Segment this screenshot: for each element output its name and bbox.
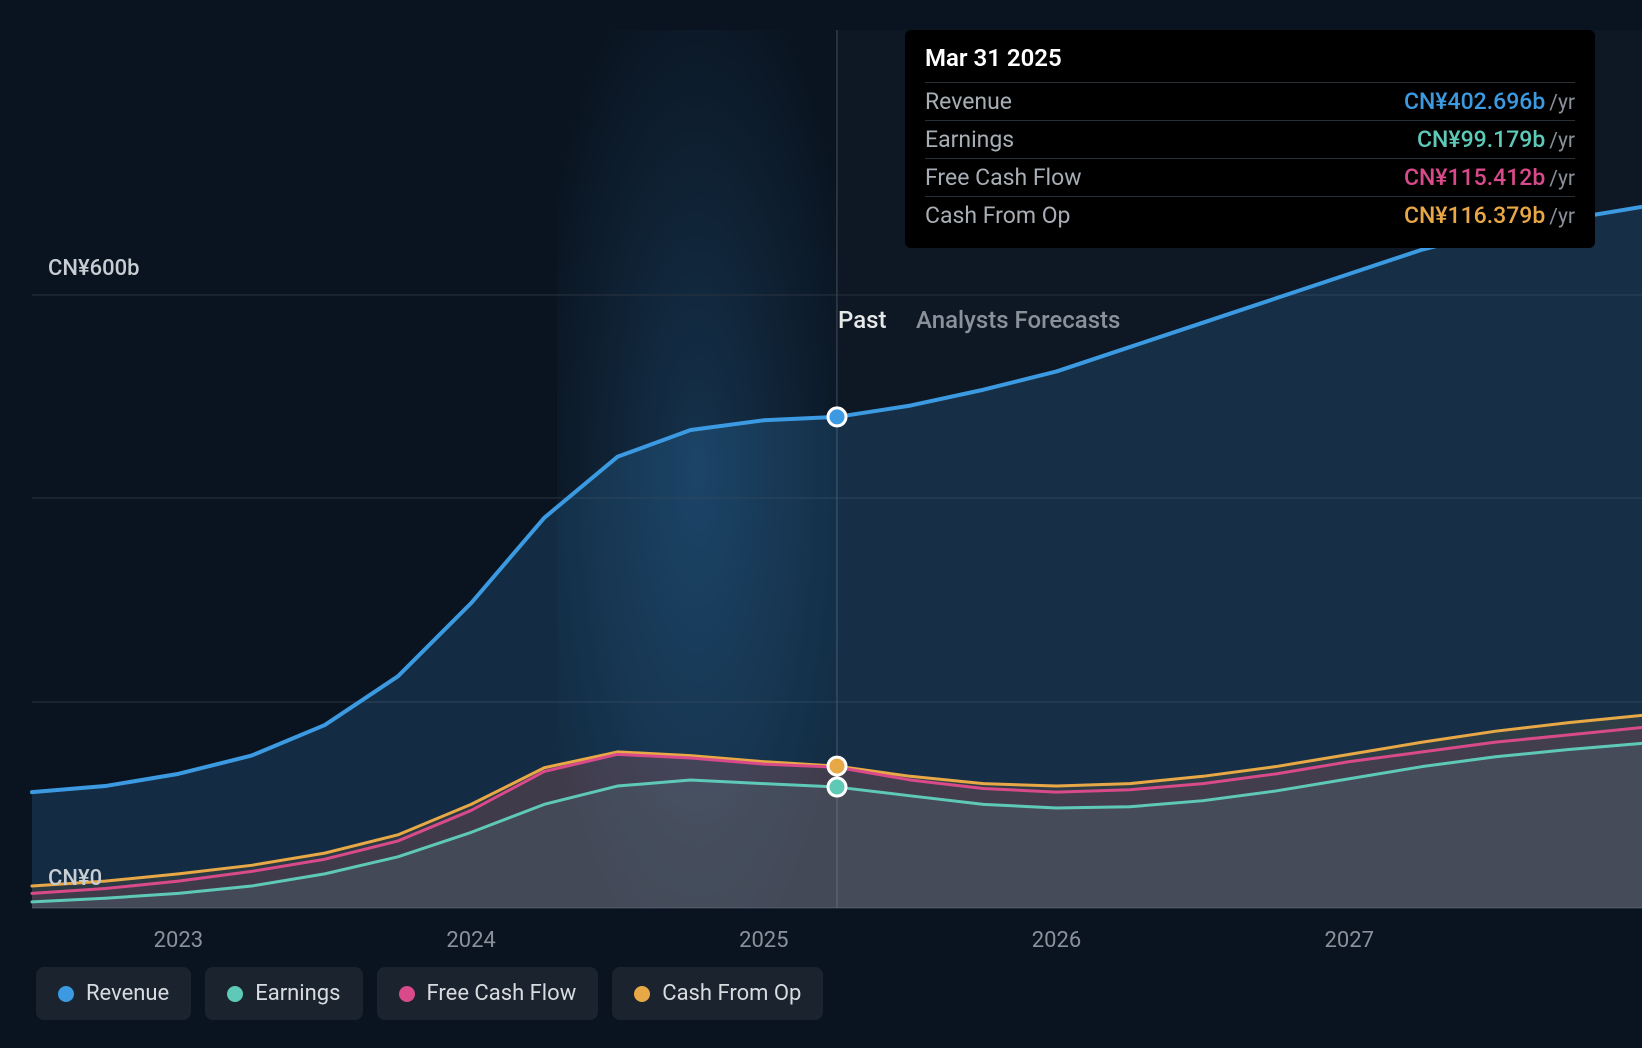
x-axis-label: 2027	[1325, 928, 1374, 953]
tooltip-value: CN¥402.696b	[1404, 88, 1545, 115]
tooltip-unit: /yr	[1549, 91, 1575, 115]
legend: Revenue Earnings Free Cash Flow Cash From O…	[36, 967, 823, 1020]
legend-label: Cash From Op	[662, 981, 801, 1006]
tooltip-unit: /yr	[1549, 129, 1575, 153]
legend-item[interactable]: Free Cash Flow	[377, 967, 599, 1020]
x-axis-label: 2026	[1032, 928, 1081, 953]
legend-dot-icon	[634, 986, 650, 1002]
hover-tooltip: Mar 31 2025 RevenueCN¥402.696b/yrEarning…	[905, 30, 1595, 248]
tooltip-value: CN¥116.379b	[1404, 202, 1545, 229]
legend-item[interactable]: Cash From Op	[612, 967, 823, 1020]
tooltip-label: Revenue	[925, 88, 1012, 115]
forecast-label: Analysts Forecasts	[916, 306, 1120, 334]
y-axis-label-0: CN¥0	[48, 866, 102, 891]
tooltip-row: Cash From Op CN¥116.379b/yr	[925, 196, 1575, 234]
legend-label: Free Cash Flow	[427, 981, 577, 1006]
legend-label: Earnings	[255, 981, 340, 1006]
tooltip-row: Free Cash Flow CN¥115.412b/yr	[925, 158, 1575, 196]
y-axis-label-600: CN¥600b	[48, 256, 140, 281]
legend-dot-icon	[58, 986, 74, 1002]
tooltip-row: Earnings CN¥99.179b/yr	[925, 120, 1575, 158]
legend-item[interactable]: Earnings	[205, 967, 362, 1020]
x-axis-label: 2024	[446, 928, 495, 953]
tooltip-label: Free Cash Flow	[925, 164, 1082, 191]
tooltip-unit: /yr	[1549, 167, 1575, 191]
tooltip-row: Revenue CN¥402.696b/yr	[925, 82, 1575, 120]
tooltip-label: Cash From Op	[925, 202, 1070, 229]
tooltip-value: CN¥115.412b	[1404, 164, 1545, 191]
tooltip-date: Mar 31 2025	[925, 44, 1575, 82]
legend-item[interactable]: Revenue	[36, 967, 191, 1020]
x-axis-label: 2023	[154, 928, 203, 953]
chart-container: CN¥600b CN¥0 Past Analysts Forecasts 202…	[0, 0, 1642, 1048]
legend-label: Revenue	[86, 981, 169, 1006]
tooltip-label: Earnings	[925, 126, 1014, 153]
past-label: Past	[838, 306, 886, 334]
tooltip-unit: /yr	[1549, 205, 1575, 229]
legend-dot-icon	[227, 986, 243, 1002]
tooltip-value: CN¥99.179b	[1417, 126, 1545, 153]
x-axis-label: 2025	[739, 928, 788, 953]
legend-dot-icon	[399, 986, 415, 1002]
